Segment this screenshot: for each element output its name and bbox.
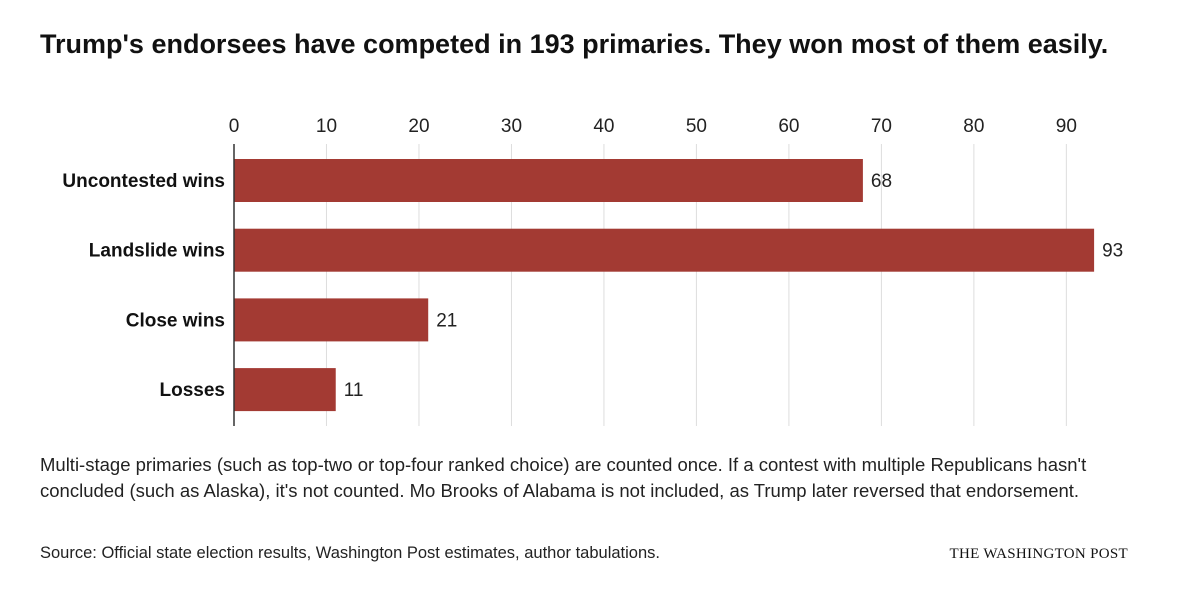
x-tick-label: 10 bbox=[316, 116, 337, 137]
bar bbox=[234, 159, 863, 202]
bar bbox=[234, 368, 336, 412]
chart-title: Trump's endorsees have competed in 193 p… bbox=[40, 29, 1109, 59]
x-tick-label: 30 bbox=[501, 116, 522, 137]
category-label: Uncontested wins bbox=[62, 171, 225, 192]
value-labels: 68 93 21 11 bbox=[344, 171, 1124, 401]
value-label: 21 bbox=[436, 310, 457, 331]
category-label: Landslide wins bbox=[89, 241, 225, 262]
x-tick-label: 40 bbox=[593, 116, 614, 137]
washington-post-logo: THE WASHINGTON POST bbox=[949, 546, 1128, 562]
x-tick-label: 90 bbox=[1056, 116, 1077, 137]
category-labels: Uncontested wins Landslide wins Close wins… bbox=[62, 171, 225, 401]
bar bbox=[234, 228, 1095, 272]
x-tick-label: 0 bbox=[229, 116, 240, 137]
value-label: 93 bbox=[1102, 241, 1123, 262]
source-line: Source: Official state election results,… bbox=[40, 544, 660, 562]
value-label: 68 bbox=[871, 171, 892, 192]
bars bbox=[234, 159, 1095, 412]
bar-chart: 0 10 20 30 40 50 60 70 80 90 Uncontested wins Land… bbox=[62, 116, 1124, 426]
x-axis-ticks: 0 10 20 30 40 50 60 70 80 90 bbox=[229, 116, 1077, 137]
x-tick-label: 80 bbox=[963, 116, 984, 137]
category-label: Losses bbox=[160, 380, 225, 401]
x-tick-label: 20 bbox=[408, 116, 429, 137]
x-tick-label: 70 bbox=[871, 116, 892, 137]
bar bbox=[234, 298, 429, 342]
x-tick-label: 60 bbox=[778, 116, 799, 137]
chart-note: Multi-stage primaries (such as top-two o… bbox=[40, 454, 1087, 501]
value-label: 11 bbox=[344, 380, 364, 401]
category-label: Close wins bbox=[126, 310, 225, 331]
x-tick-label: 50 bbox=[686, 116, 707, 137]
